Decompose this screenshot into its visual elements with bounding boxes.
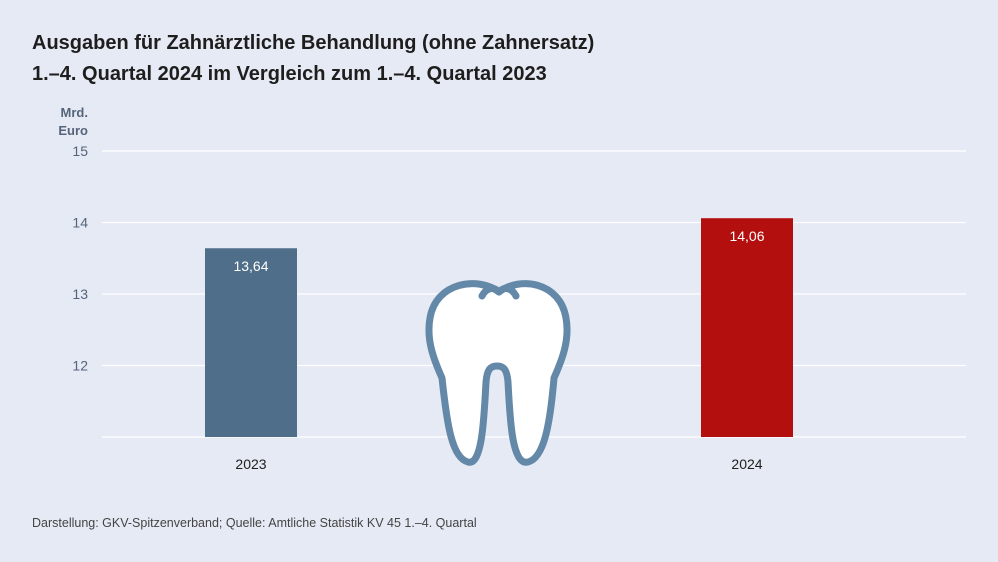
category-labels: 2023 2024 [235, 456, 762, 472]
y-tick-label: 15 [72, 143, 88, 159]
data-label-2024: 14,06 [729, 228, 764, 244]
source-note: Darstellung: GKV-Spitzenverband; Quelle:… [32, 516, 477, 530]
y-tick-label: 14 [72, 215, 88, 231]
tooth-icon [429, 284, 567, 463]
y-axis-ticks: 12 13 14 15 [72, 143, 88, 374]
y-tick-label: 12 [72, 358, 88, 374]
y-axis-label-line-1: Mrd. [61, 105, 88, 120]
data-label-2023: 13,64 [233, 258, 268, 274]
category-label-2024: 2024 [731, 456, 762, 472]
data-labels: 13,64 14,06 [233, 228, 764, 274]
bar-2024 [701, 218, 793, 437]
category-label-2023: 2023 [235, 456, 266, 472]
y-tick-label: 13 [72, 286, 88, 302]
y-axis-label-line-2: Euro [58, 123, 88, 138]
bar-2023 [205, 248, 297, 437]
